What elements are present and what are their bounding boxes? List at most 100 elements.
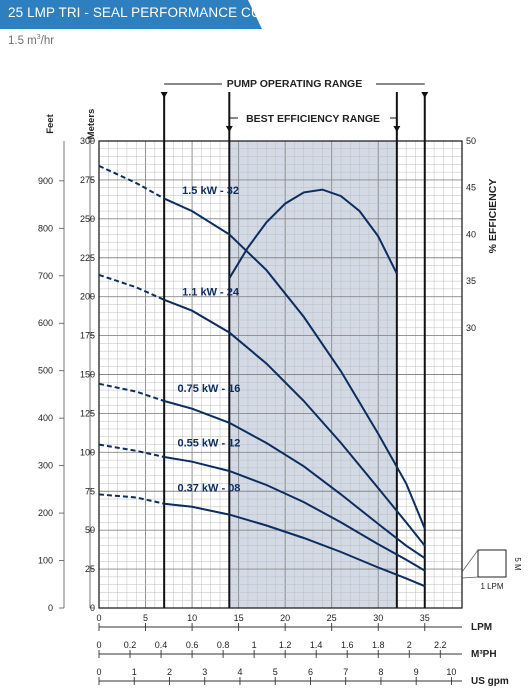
flow-rate-exponent: 3 xyxy=(36,34,41,41)
lpm-tick-label: 0 xyxy=(96,613,101,623)
efficiency-tick-label: 40 xyxy=(466,229,476,239)
m3ph-tick-label: 2 xyxy=(407,640,412,650)
pump-curve-label: 1.5 kW - 32 xyxy=(182,185,239,197)
scale-legend-y-label: 5 M xyxy=(513,557,522,571)
efficiency-curve xyxy=(228,188,398,279)
pump-curve-dashed xyxy=(98,382,165,402)
usgpm-tick-label: 0 xyxy=(96,667,101,677)
m3ph-tick-label: 0.4 xyxy=(155,640,168,650)
operating-range-label: PUMP OPERATING RANGE xyxy=(227,78,363,90)
efficiency-tick-label: 45 xyxy=(466,183,476,193)
m3ph-tick-label: 2.2 xyxy=(434,640,447,650)
meters-tick-label: 150 xyxy=(80,370,95,380)
usgpm-tick-label: 3 xyxy=(202,667,207,677)
lpm-tick-label: 20 xyxy=(280,613,290,623)
meters-tick-label: 125 xyxy=(80,408,95,418)
m3ph-tick-label: 1.4 xyxy=(310,640,323,650)
usgpm-tick-label: 10 xyxy=(446,667,456,677)
flow-rate-value: 1.5 m xyxy=(8,34,37,47)
meters-tick-label: 100 xyxy=(80,447,95,457)
m3ph-tick-label: 0.8 xyxy=(217,640,230,650)
usgpm-tick-label: 5 xyxy=(273,667,278,677)
feet-tick-label: 500 xyxy=(38,366,53,376)
meters-tick-label: 225 xyxy=(80,253,95,263)
efficiency-tick-label: 30 xyxy=(466,323,476,333)
meters-tick-label: 175 xyxy=(80,331,95,341)
m3ph-tick-label: 1 xyxy=(252,640,257,650)
range-arrow-head xyxy=(393,126,401,132)
lpm-tick-label: 15 xyxy=(234,613,244,623)
pump-curve-label: 0.75 kW - 16 xyxy=(177,383,240,395)
usgpm-tick-label: 6 xyxy=(308,667,313,677)
pump-curve xyxy=(164,456,426,572)
m3ph-tick-label: 1.6 xyxy=(341,640,354,650)
scale-legend-x-label: 1 LPM xyxy=(480,582,503,591)
efficiency-tick-label: 50 xyxy=(466,136,476,146)
usgpm-tick-label: 7 xyxy=(343,667,348,677)
scale-legend-box xyxy=(477,549,507,578)
meters-tick-label: 250 xyxy=(80,214,95,224)
pump-curve xyxy=(163,298,426,547)
meters-axis-label: Meters xyxy=(86,109,97,140)
feet-tick-label: 700 xyxy=(38,271,53,281)
lpm-axis-label: LPM xyxy=(471,622,492,633)
pump-curve-label: 1.1 kW - 24 xyxy=(182,286,240,298)
lpm-tick-label: 35 xyxy=(420,613,430,623)
pump-curve-dashed xyxy=(98,164,165,200)
meters-tick-label: 50 xyxy=(85,525,95,535)
m3ph-axis-label: M³PH xyxy=(471,649,497,660)
pump-curve-label: 0.37 kW - 08 xyxy=(177,482,240,494)
meters-tick-label: 300 xyxy=(80,136,95,146)
pump-curve xyxy=(163,400,426,560)
meters-tick-label: 75 xyxy=(85,486,95,496)
page-title: 25 LMP TRI - SEAL PERFORMANCE CURVES xyxy=(8,5,298,20)
m3ph-tick-label: 1.8 xyxy=(372,640,385,650)
m3ph-tick-label: 0 xyxy=(96,640,101,650)
usgpm-axis-label: US gpm xyxy=(471,676,509,687)
range-arrow-head xyxy=(225,126,233,132)
lpm-tick-label: 5 xyxy=(143,613,148,623)
range-arrow-head xyxy=(160,92,168,98)
pump-curve-dashed xyxy=(98,443,165,458)
feet-tick-label: 900 xyxy=(38,176,53,186)
meters-tick-label: 25 xyxy=(85,564,95,574)
m3ph-tick-label: 1.2 xyxy=(279,640,292,650)
pump-curve-dashed xyxy=(98,493,165,505)
feet-tick-label: 100 xyxy=(38,556,53,566)
usgpm-tick-label: 9 xyxy=(414,667,419,677)
feet-tick-label: 300 xyxy=(38,461,53,471)
feet-tick-label: 600 xyxy=(38,318,53,328)
feet-tick-label: 800 xyxy=(38,223,53,233)
pump-curve-dashed xyxy=(98,273,165,301)
lpm-tick-label: 30 xyxy=(373,613,383,623)
best-efficiency-label: BEST EFFICIENCY RANGE xyxy=(246,113,380,125)
usgpm-tick-label: 8 xyxy=(378,667,383,677)
lpm-tick-label: 10 xyxy=(187,613,197,623)
pump-curve-label: 0.55 kW - 12 xyxy=(177,437,240,449)
meters-tick-label: 275 xyxy=(80,175,95,185)
feet-tick-label: 200 xyxy=(38,508,53,518)
feet-tick-label: 400 xyxy=(38,413,53,423)
m3ph-tick-label: 0.6 xyxy=(186,640,199,650)
title-banner-shape xyxy=(0,0,262,29)
range-arrow-head xyxy=(421,92,429,98)
feet-axis-label: Feet xyxy=(45,113,56,133)
plot-frame xyxy=(98,140,463,609)
efficiency-axis-label: % EFFICIENCY xyxy=(487,179,499,254)
usgpm-tick-label: 1 xyxy=(132,667,137,677)
lpm-tick-label: 25 xyxy=(327,613,337,623)
flow-rate-subtitle: 1.5 m3/hr xyxy=(8,34,54,47)
pump-curve xyxy=(164,502,426,588)
m3ph-tick-label: 0.2 xyxy=(124,640,137,650)
pump-curve xyxy=(163,197,426,529)
usgpm-tick-label: 2 xyxy=(167,667,172,677)
feet-tick-label: 0 xyxy=(48,603,53,613)
scale-legend-leader xyxy=(461,549,479,573)
flow-rate-unit: /hr xyxy=(40,34,55,47)
title-banner: 25 LMP TRI - SEAL PERFORMANCE CURVES xyxy=(0,0,298,29)
scale-legend-leader xyxy=(461,576,479,579)
usgpm-tick-label: 4 xyxy=(237,667,242,677)
meters-tick-label: 200 xyxy=(80,292,95,302)
efficiency-tick-label: 35 xyxy=(466,276,476,286)
